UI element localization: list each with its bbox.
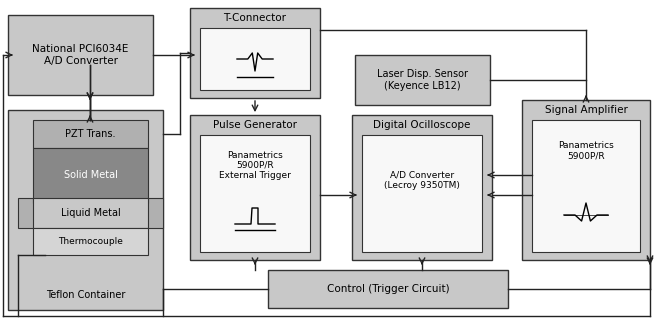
Bar xyxy=(522,100,650,260)
Bar xyxy=(200,28,310,90)
Text: Pulse Generator: Pulse Generator xyxy=(213,120,297,130)
Text: T-Connector: T-Connector xyxy=(224,13,286,23)
Text: PZT Trans.: PZT Trans. xyxy=(65,129,116,139)
Text: Panametrics
5900P/R
External Trigger: Panametrics 5900P/R External Trigger xyxy=(219,151,291,180)
Text: A/D Converter
(Lecroy 9350TM): A/D Converter (Lecroy 9350TM) xyxy=(384,170,460,190)
Bar xyxy=(268,270,508,308)
Bar xyxy=(8,15,153,95)
Bar xyxy=(18,198,163,228)
Bar xyxy=(355,55,490,105)
Bar xyxy=(33,148,148,203)
Bar xyxy=(532,120,640,252)
Text: Control (Trigger Circuit): Control (Trigger Circuit) xyxy=(327,284,449,294)
Bar xyxy=(33,228,148,255)
Text: Signal Amplifier: Signal Amplifier xyxy=(544,105,628,115)
Text: Digital Ocilloscope: Digital Ocilloscope xyxy=(374,120,471,130)
Bar xyxy=(33,120,148,148)
Bar xyxy=(362,135,482,252)
Text: Liquid Metal: Liquid Metal xyxy=(61,208,120,218)
Text: Thermocouple: Thermocouple xyxy=(58,237,123,246)
Text: Teflon Container: Teflon Container xyxy=(46,290,125,300)
Bar xyxy=(190,8,320,98)
Bar xyxy=(200,135,310,252)
Text: National PCI6034E
A/D Converter: National PCI6034E A/D Converter xyxy=(32,44,129,66)
Bar xyxy=(8,110,163,310)
Text: Panametrics
5900P/R: Panametrics 5900P/R xyxy=(558,141,614,160)
Text: Solid Metal: Solid Metal xyxy=(63,170,117,180)
Bar xyxy=(33,198,148,228)
Bar xyxy=(352,115,492,260)
Text: Laser Disp. Sensor
(Keyence LB12): Laser Disp. Sensor (Keyence LB12) xyxy=(377,69,468,91)
Bar xyxy=(190,115,320,260)
